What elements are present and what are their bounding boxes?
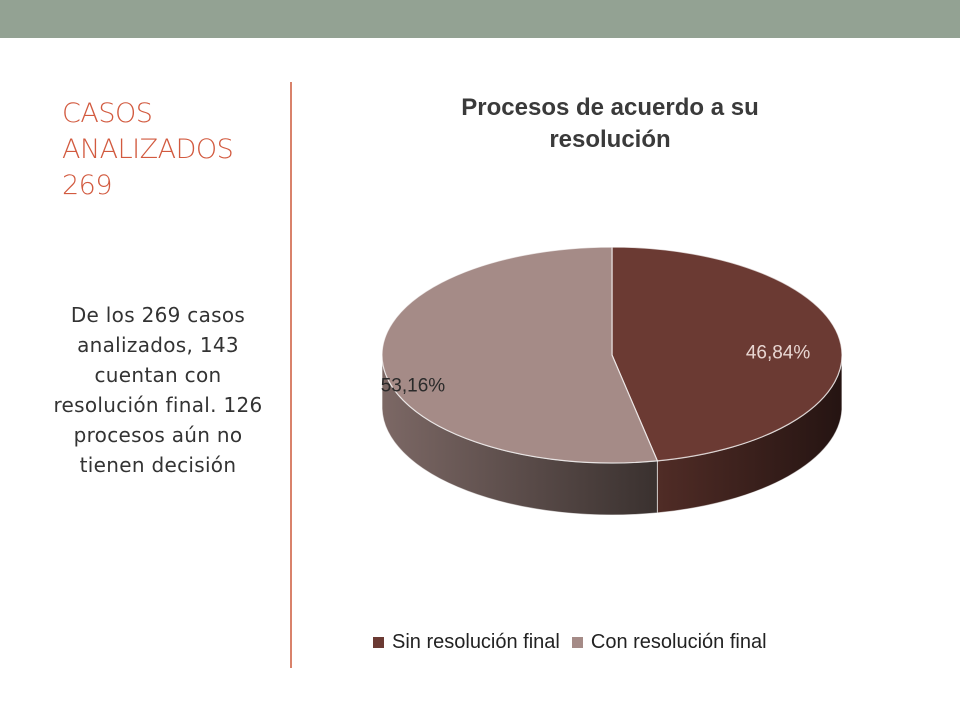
vertical-divider [290, 82, 292, 668]
legend-label-sin-resolucion: Sin resolución final [392, 630, 560, 653]
slide-title-line-2: ANALIZADOS [62, 134, 234, 165]
legend-swatch-sin-resolucion [373, 636, 384, 648]
legend-item-sin-resolucion: Sin resolución final [373, 631, 560, 654]
data-label-con-resolucion: 53,16% [381, 376, 446, 397]
pie-slice-con-resolucion [381, 246, 659, 464]
pie-slice-sin-resolucion [611, 246, 843, 462]
legend-label-con-resolucion: Con resolución final [590, 630, 767, 653]
chart-title-line-1: Procesos de acuerdo a su [461, 94, 759, 121]
legend-item-con-resolucion: Con resolución final [571, 630, 767, 654]
slide-title-line-1: CASOS [62, 98, 153, 129]
chart-legend: Sin resolución final Con resolución fina… [373, 630, 767, 654]
top-accent-bar [0, 0, 960, 38]
slide-body-text: De los 269 casos analizados, 143 cuentan… [53, 303, 263, 477]
data-label-sin-resolucion: 46,84% [746, 342, 811, 363]
chart-title-line-2: resolución [549, 126, 671, 153]
legend-swatch-con-resolucion [571, 636, 583, 648]
chart-title: Procesos de acuerdo a su resolución [370, 92, 850, 156]
slide-title: CASOS ANALIZADOS 269 [62, 96, 282, 204]
slide-title-line-3: 269 [62, 170, 113, 201]
